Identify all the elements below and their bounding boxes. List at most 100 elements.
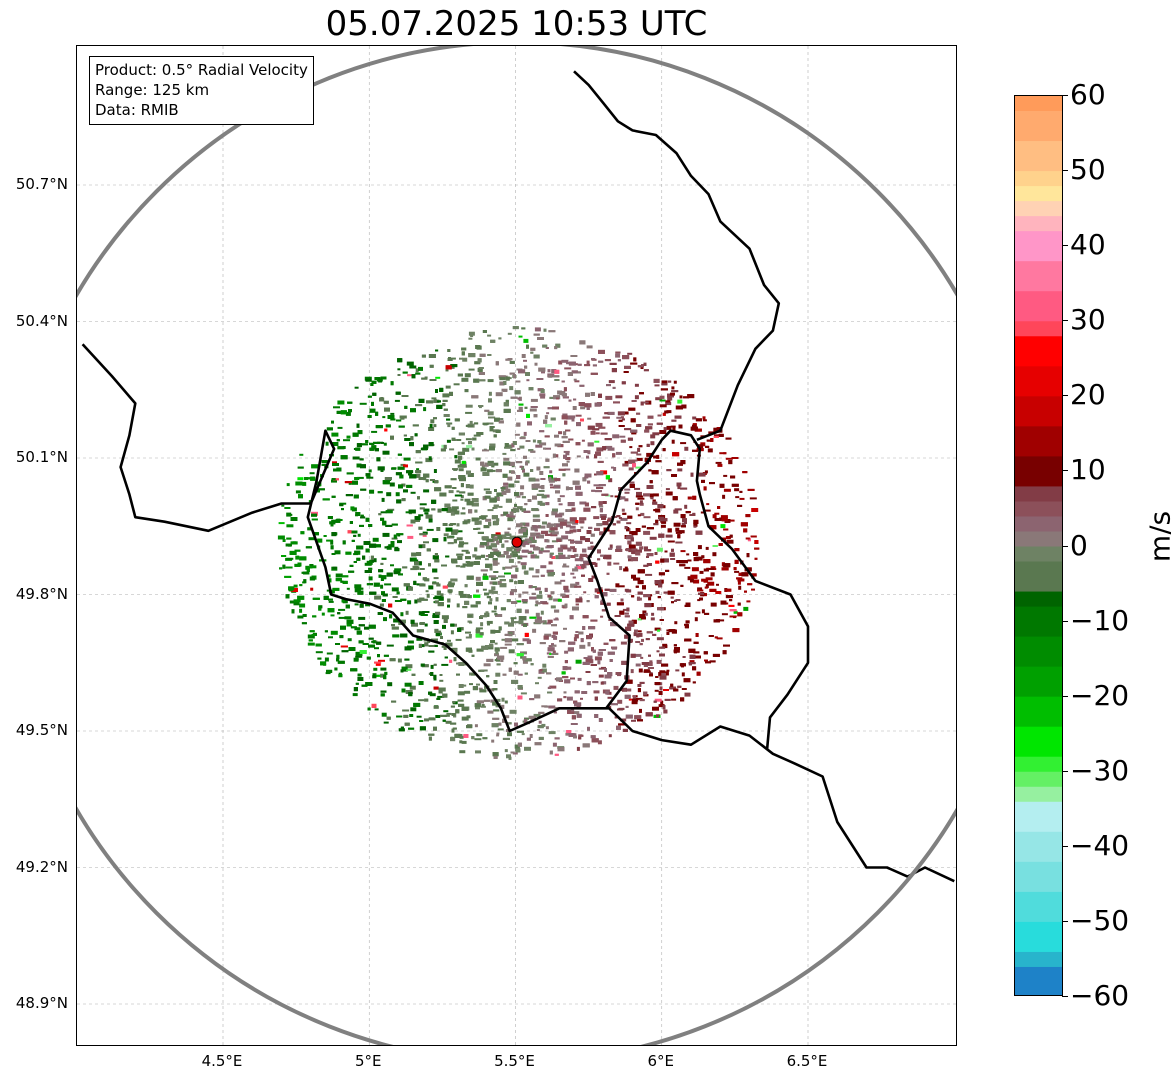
- radar-echo: [751, 588, 755, 591]
- radar-echo: [433, 417, 437, 420]
- radar-echo: [574, 553, 579, 557]
- radar-echo: [600, 599, 604, 603]
- radar-echo: [699, 570, 704, 574]
- radar-echo: [523, 719, 527, 723]
- radar-echo: [618, 425, 625, 427]
- radar-echo: [520, 562, 527, 566]
- radar-echo: [628, 459, 636, 464]
- radar-echo: [395, 472, 402, 476]
- radar-echo: [660, 518, 668, 522]
- radar-echo: [693, 525, 697, 528]
- radar-echo: [445, 369, 449, 372]
- radar-echo: [349, 564, 354, 567]
- radar-echo: [693, 579, 700, 584]
- radar-echo: [545, 726, 549, 730]
- radar-echo: [338, 616, 345, 619]
- radar-echo: [535, 612, 540, 617]
- radar-echo: [404, 682, 412, 687]
- radar-echo: [514, 503, 517, 507]
- radar-echo: [665, 488, 670, 491]
- radar-echo: [390, 435, 394, 440]
- radar-echo: [493, 462, 499, 466]
- radar-echo: [664, 698, 671, 701]
- radar-echo: [504, 638, 512, 643]
- radar-echo: [337, 426, 343, 429]
- radar-echo: [564, 679, 571, 684]
- radar-echo: [420, 598, 428, 601]
- radar-echo: [535, 444, 543, 448]
- radar-echo: [576, 566, 583, 569]
- radar-echo: [447, 604, 450, 608]
- radar-echo: [621, 660, 629, 665]
- radar-echo: [609, 530, 616, 535]
- radar-echo: [722, 650, 727, 655]
- radar-echo: [569, 525, 576, 529]
- radar-echo: [396, 419, 402, 422]
- radar-echo: [702, 416, 706, 420]
- radar-echo: [677, 485, 681, 490]
- radar-echo: [560, 525, 563, 529]
- radar-echo: [367, 395, 372, 398]
- radar-echo: [444, 485, 452, 489]
- radar-echo: [627, 352, 633, 355]
- radar-echo: [404, 658, 410, 661]
- radar-echo: [453, 539, 457, 544]
- radar-echo: [510, 589, 517, 593]
- radar-map[interactable]: [76, 45, 957, 1046]
- radar-echo: [709, 525, 717, 530]
- radar-echo: [630, 653, 636, 658]
- radar-echo: [594, 473, 597, 476]
- radar-echo: [494, 417, 500, 422]
- radar-echo: [401, 688, 406, 693]
- radar-echo: [482, 472, 490, 476]
- radar-echo: [708, 635, 714, 637]
- radar-echo: [534, 327, 541, 332]
- radar-echo: [658, 516, 664, 521]
- radar-echo: [628, 558, 633, 562]
- radar-echo: [480, 569, 488, 572]
- radar-echo: [564, 367, 572, 370]
- radar-echo: [667, 590, 675, 595]
- radar-echo: [479, 516, 487, 520]
- radar-echo: [325, 441, 329, 446]
- radar-echo: [617, 585, 625, 588]
- radar-echo: [484, 495, 491, 499]
- radar-echo: [638, 668, 643, 673]
- radar-echo: [351, 539, 355, 542]
- radar-echo: [666, 669, 670, 672]
- radar-echo: [579, 517, 587, 521]
- radar-echo: [475, 633, 483, 638]
- radar-echo: [317, 538, 323, 543]
- radar-echo: [655, 519, 659, 524]
- radar-echo: [516, 422, 521, 427]
- radar-echo: [554, 609, 560, 613]
- radar-echo: [649, 660, 653, 664]
- radar-echo: [675, 599, 681, 601]
- radar-echo: [630, 362, 638, 365]
- radar-echo: [471, 498, 479, 502]
- radar-echo: [480, 542, 488, 546]
- radar-echo: [446, 418, 451, 421]
- radar-echo: [703, 559, 711, 564]
- radar-echo: [611, 646, 617, 650]
- radar-echo: [583, 560, 591, 564]
- radar-echo: [504, 621, 510, 625]
- radar-echo: [637, 447, 641, 452]
- radar-echo: [506, 754, 511, 759]
- radar-echo: [524, 717, 529, 720]
- radar-echo: [528, 585, 533, 589]
- radar-echo: [312, 615, 317, 618]
- radar-echo: [444, 714, 450, 717]
- radar-echo: [450, 705, 455, 708]
- radar-echo: [590, 619, 598, 622]
- radar-echo: [377, 441, 384, 444]
- radar-echo: [697, 589, 704, 592]
- radar-echo: [371, 401, 374, 406]
- radar-echo: [518, 403, 524, 406]
- radar-echo: [597, 460, 604, 463]
- radar-echo: [598, 393, 602, 398]
- radar-echo: [293, 584, 298, 588]
- radar-echo: [635, 663, 641, 667]
- radar-echo: [629, 531, 636, 535]
- radar-echo: [455, 439, 462, 441]
